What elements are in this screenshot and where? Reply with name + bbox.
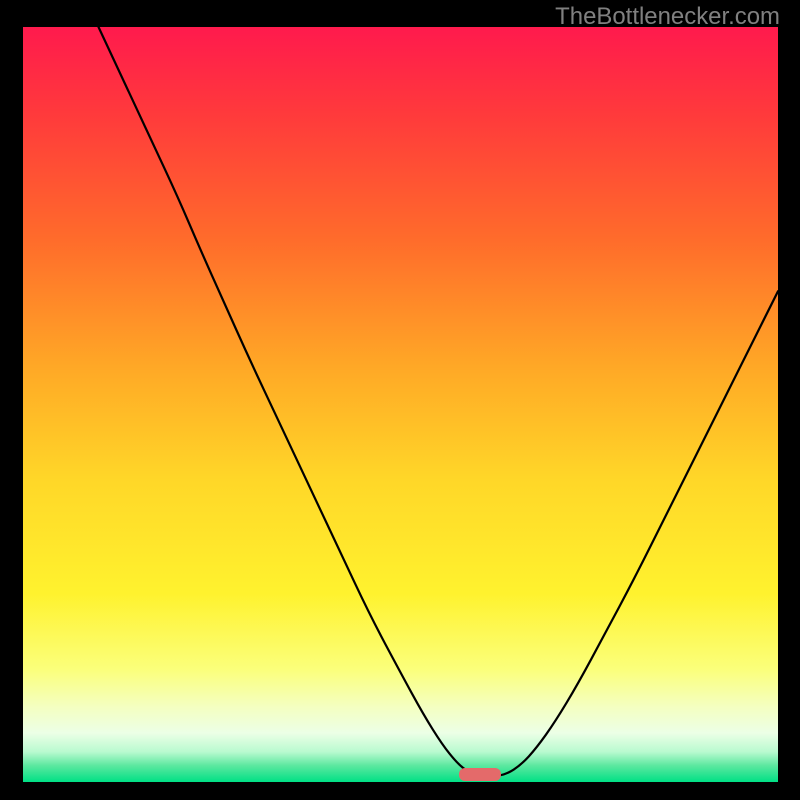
bottleneck-curve: [99, 27, 779, 777]
minimum-marker: [459, 768, 501, 781]
chart-container: TheBottlenecker.com: [0, 0, 800, 800]
plot-area: [23, 27, 778, 782]
watermark-text: TheBottlenecker.com: [555, 3, 780, 31]
curve-layer: [23, 27, 778, 782]
